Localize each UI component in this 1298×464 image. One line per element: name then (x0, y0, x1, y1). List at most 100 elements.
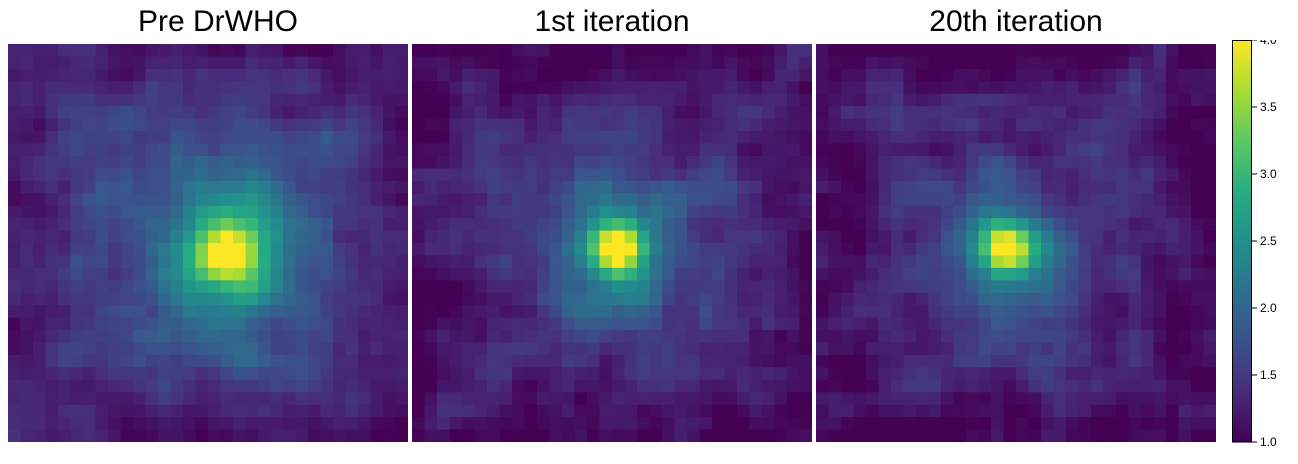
heatmap-cell (562, 305, 576, 319)
heatmap-cell (866, 305, 880, 319)
heatmap-cell (941, 417, 955, 431)
heatmap-cell (474, 404, 488, 418)
heatmap-cell (1191, 193, 1205, 207)
heatmap-cell (762, 218, 776, 232)
heatmap-cell (83, 255, 97, 269)
heatmap-cell (1053, 155, 1067, 169)
heatmap-cell (412, 44, 426, 58)
heatmap-cell (108, 429, 122, 442)
heatmap-cell (1128, 280, 1142, 294)
heatmap-cell (283, 68, 297, 82)
heatmap-cell (474, 44, 488, 58)
colorbar-segment (1232, 257, 1252, 262)
heatmap-cell (120, 180, 134, 194)
heatmap-cell (45, 118, 59, 132)
heatmap-cell (120, 317, 134, 331)
heatmap-cell (737, 417, 751, 431)
heatmap-cell (928, 267, 942, 281)
heatmap-cell (1003, 218, 1017, 232)
heatmap-cell (1078, 106, 1092, 120)
heatmap-cell (308, 379, 322, 393)
heatmap-cell (424, 93, 438, 107)
heatmap-cell (662, 330, 676, 344)
heatmap-cell (462, 118, 476, 132)
heatmap-cell (383, 367, 397, 381)
heatmap-cell (370, 106, 384, 120)
heatmap-cell (916, 205, 930, 219)
heatmap-cell (474, 68, 488, 82)
heatmap-cell (1178, 44, 1192, 58)
heatmap-cell (624, 81, 638, 95)
heatmap-cell (637, 404, 651, 418)
heatmap-cell (83, 367, 97, 381)
heatmap-cell (358, 180, 372, 194)
heatmap-cell (474, 342, 488, 356)
heatmap-cell (145, 218, 159, 232)
heatmap-cell (270, 317, 284, 331)
heatmap-cell (1003, 292, 1017, 306)
heatmap-cell (774, 68, 788, 82)
heatmap-cell (487, 106, 501, 120)
heatmap-cell (1116, 93, 1130, 107)
heatmap-cell (816, 180, 830, 194)
heatmap-cell (208, 56, 222, 70)
heatmap-cell (724, 305, 738, 319)
colorbar-segment (1232, 274, 1252, 279)
heatmap-cell (1178, 255, 1192, 269)
heatmap-cell (687, 417, 701, 431)
heatmap-cell (145, 267, 159, 281)
heatmap-cell (749, 131, 763, 145)
heatmap-cell (774, 218, 788, 232)
heatmap-cell (395, 143, 408, 157)
heatmap-cell (258, 417, 272, 431)
heatmap-cell (953, 168, 967, 182)
heatmap-cell (1028, 243, 1042, 257)
heatmap-cell (20, 180, 34, 194)
heatmap-cell (45, 404, 59, 418)
heatmap-cell (816, 155, 830, 169)
heatmap-cell (799, 93, 812, 107)
heatmap-cell (712, 118, 726, 132)
heatmap-cell (637, 392, 651, 406)
heatmap-cell (383, 56, 397, 70)
heatmap-cell (295, 305, 309, 319)
heatmap-cell (8, 56, 22, 70)
heatmap-cell (145, 155, 159, 169)
heatmap-cell (333, 44, 347, 58)
heatmap-cell (345, 168, 359, 182)
heatmap-cell (903, 267, 917, 281)
heatmap-cell (978, 143, 992, 157)
heatmap-cell (245, 168, 259, 182)
heatmap-cell (816, 44, 830, 58)
heatmap-cell (737, 93, 751, 107)
heatmap-cell (799, 429, 812, 442)
heatmap-cell (749, 255, 763, 269)
heatmap-cell (258, 180, 272, 194)
heatmap-cell (295, 404, 309, 418)
heatmap-cell (891, 379, 905, 393)
heatmap-cell (462, 429, 476, 442)
heatmap-cell (762, 305, 776, 319)
heatmap-cell (120, 143, 134, 157)
colorbar-segment (1232, 234, 1252, 239)
heatmap-cell (95, 342, 109, 356)
heatmap-cell (220, 243, 234, 257)
heatmap-cell (108, 143, 122, 157)
heatmap-cell (599, 305, 613, 319)
heatmap-cell (183, 280, 197, 294)
heatmap-cell (853, 280, 867, 294)
heatmap-cell (83, 342, 97, 356)
heatmap-cell (774, 93, 788, 107)
heatmap-cell (245, 44, 259, 58)
heatmap-cell (816, 267, 830, 281)
heatmap-cell (345, 379, 359, 393)
heatmap-cell (916, 392, 930, 406)
heatmap-cell (799, 255, 812, 269)
heatmap-cell (1153, 317, 1167, 331)
heatmap-cell (95, 81, 109, 95)
heatmap-cell (220, 354, 234, 368)
heatmap-cell (1103, 255, 1117, 269)
heatmap-cell (624, 155, 638, 169)
heatmap-cell (295, 56, 309, 70)
colorbar-segment (1232, 395, 1252, 400)
